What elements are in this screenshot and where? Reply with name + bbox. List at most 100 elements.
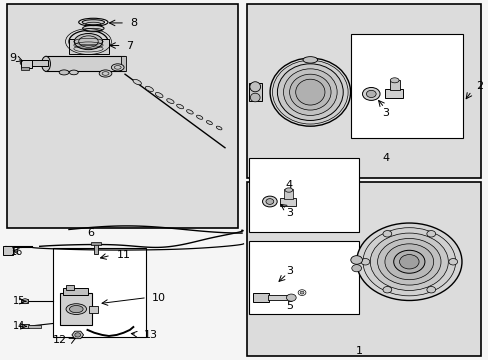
Bar	[267, 295, 287, 300]
Circle shape	[21, 299, 28, 304]
Ellipse shape	[69, 31, 108, 53]
Circle shape	[377, 238, 440, 285]
Bar	[89, 306, 98, 314]
Text: 4: 4	[285, 180, 292, 190]
Ellipse shape	[69, 70, 78, 75]
Circle shape	[262, 196, 277, 207]
Bar	[69, 40, 109, 54]
Text: 7: 7	[125, 41, 133, 50]
Bar	[66, 285, 74, 290]
Circle shape	[384, 244, 433, 280]
Bar	[21, 67, 29, 69]
Text: 11: 11	[117, 250, 130, 260]
Text: 6: 6	[87, 228, 94, 238]
Circle shape	[362, 87, 379, 100]
Ellipse shape	[41, 56, 50, 71]
Ellipse shape	[206, 121, 212, 125]
Ellipse shape	[99, 70, 112, 77]
Circle shape	[393, 250, 424, 273]
Ellipse shape	[74, 33, 102, 50]
Ellipse shape	[303, 57, 317, 63]
Text: 15: 15	[13, 296, 26, 306]
Circle shape	[300, 291, 304, 294]
Circle shape	[382, 287, 391, 293]
Ellipse shape	[283, 69, 336, 116]
Ellipse shape	[69, 306, 83, 313]
Bar	[6, 4, 238, 228]
Ellipse shape	[249, 82, 260, 92]
Ellipse shape	[269, 58, 350, 126]
Ellipse shape	[155, 93, 163, 98]
Ellipse shape	[196, 115, 203, 119]
Ellipse shape	[82, 26, 104, 31]
Bar	[350, 34, 462, 138]
Circle shape	[286, 294, 296, 301]
Text: 13: 13	[144, 330, 158, 340]
Ellipse shape	[277, 64, 343, 121]
Circle shape	[356, 223, 461, 301]
Text: 3: 3	[382, 108, 388, 118]
Circle shape	[369, 233, 447, 291]
Ellipse shape	[285, 188, 292, 192]
Ellipse shape	[59, 70, 69, 75]
Text: 1: 1	[355, 346, 362, 356]
Circle shape	[362, 228, 455, 296]
Ellipse shape	[66, 304, 86, 315]
Bar	[284, 189, 293, 199]
Bar	[63, 288, 88, 295]
Text: 12: 12	[52, 335, 66, 345]
Text: 14: 14	[13, 321, 25, 331]
Bar	[60, 293, 92, 325]
Circle shape	[426, 287, 435, 293]
Ellipse shape	[166, 99, 174, 103]
Ellipse shape	[82, 20, 104, 25]
Ellipse shape	[272, 60, 347, 124]
Bar	[246, 182, 480, 356]
Circle shape	[360, 258, 369, 265]
Text: 8: 8	[129, 18, 137, 28]
Text: 9: 9	[9, 53, 17, 63]
Bar	[279, 198, 296, 206]
Circle shape	[350, 256, 362, 264]
Circle shape	[366, 90, 375, 98]
Text: 10: 10	[152, 293, 165, 303]
Bar	[44, 56, 125, 71]
Bar	[384, 89, 403, 98]
Text: 3: 3	[285, 266, 292, 276]
Bar	[121, 56, 126, 71]
Bar	[3, 246, 13, 255]
Text: 3: 3	[285, 208, 292, 218]
Ellipse shape	[176, 104, 183, 109]
Ellipse shape	[295, 79, 325, 105]
Bar	[21, 299, 28, 303]
Text: 16: 16	[11, 247, 23, 257]
Circle shape	[351, 265, 361, 272]
Bar	[20, 324, 29, 328]
Circle shape	[265, 199, 273, 204]
Ellipse shape	[289, 74, 330, 110]
Ellipse shape	[79, 18, 108, 26]
Text: 2: 2	[475, 81, 482, 91]
Bar	[249, 158, 358, 232]
Bar	[389, 80, 399, 90]
Ellipse shape	[20, 61, 28, 65]
Circle shape	[448, 258, 457, 265]
Circle shape	[382, 231, 391, 237]
Bar	[246, 4, 480, 178]
Bar	[27, 325, 41, 328]
Bar	[94, 243, 98, 253]
Ellipse shape	[216, 126, 222, 130]
Bar	[249, 83, 261, 101]
Text: 4: 4	[382, 153, 388, 163]
Ellipse shape	[250, 93, 260, 102]
Bar	[21, 60, 32, 68]
Ellipse shape	[145, 86, 153, 91]
Bar	[249, 241, 358, 315]
Ellipse shape	[133, 80, 141, 85]
Circle shape	[75, 333, 81, 337]
Ellipse shape	[389, 78, 398, 83]
Circle shape	[426, 231, 435, 237]
Bar	[253, 293, 268, 302]
Bar	[21, 60, 48, 66]
Ellipse shape	[111, 64, 124, 71]
